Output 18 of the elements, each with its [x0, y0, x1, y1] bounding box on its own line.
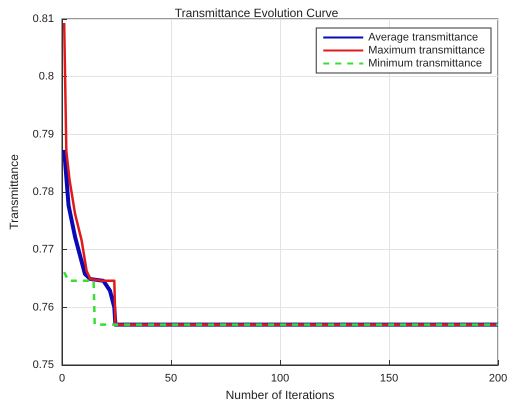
y-tick-label: 0.76: [32, 301, 54, 314]
x-tick-label: 150: [380, 372, 398, 384]
y-tick-label: 0.78: [32, 186, 54, 198]
y-tick-label: 0.75: [32, 359, 54, 371]
x-tick-label: 200: [488, 372, 508, 384]
y-tick-label: 0.77: [32, 244, 54, 256]
x-tick-label: 0: [58, 372, 66, 384]
legend-label: Maximum transmittance: [368, 44, 486, 56]
x-tick-label: 50: [164, 372, 178, 384]
legend-label: Average transmittance: [368, 32, 478, 44]
y-tick-label: 0.81: [32, 13, 54, 25]
y-tick-label: 0.79: [32, 128, 54, 140]
x-axis-title: Number of Iterations: [226, 388, 334, 402]
y-axis-title: Transmittance: [7, 154, 21, 230]
chart-title: Transmittance Evolution Curve: [174, 6, 339, 20]
x-tick-label: 100: [270, 372, 290, 384]
y-tick-label: 0.8: [38, 70, 54, 83]
legend-label: Minimum transmittance: [368, 58, 482, 70]
